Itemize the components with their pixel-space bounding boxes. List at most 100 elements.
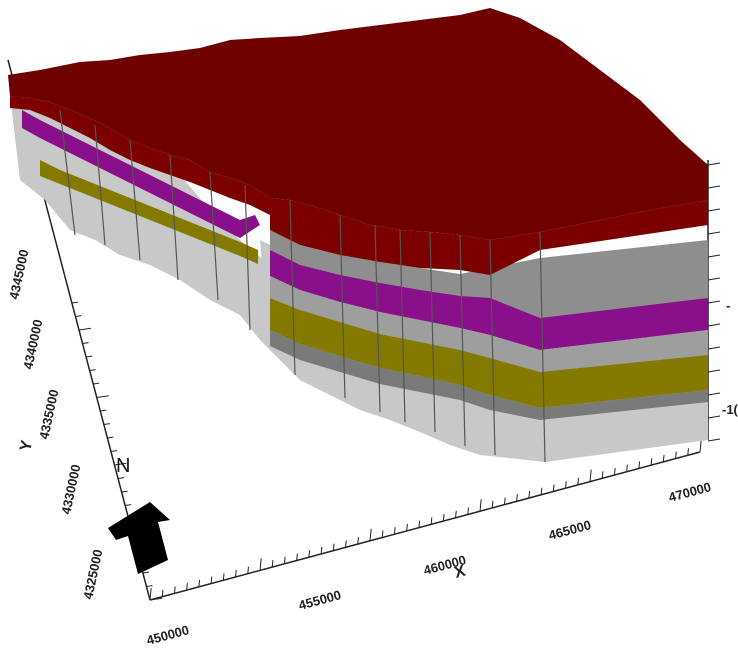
x-tick (491, 500, 494, 508)
fault-line (459, 234, 466, 447)
x-tick (589, 469, 592, 482)
x-tick (406, 523, 408, 531)
fault-line (489, 239, 496, 456)
z-tick (707, 185, 721, 189)
z-tick (707, 300, 721, 304)
top-layer-west-front (10, 96, 270, 215)
y-tick (117, 477, 125, 479)
y-tick (71, 301, 78, 304)
x-tick (699, 439, 702, 453)
x-tick-label: 450000 (145, 622, 191, 648)
fault-line (94, 124, 106, 246)
south-face-magenta (270, 250, 708, 350)
z-tick (707, 277, 721, 281)
z-tick (707, 346, 721, 350)
south-face-olive (270, 298, 708, 408)
y-tick-label: 4345000 (6, 248, 31, 301)
x-tick-label: 455000 (297, 587, 343, 613)
y-tick (146, 585, 153, 587)
fault-line (59, 109, 76, 236)
x-tick (540, 487, 543, 495)
x-tick (662, 454, 665, 462)
y-tick (86, 355, 93, 358)
x-tick (650, 458, 653, 466)
south-face-mid-gray (270, 276, 708, 372)
x-tick (173, 586, 176, 594)
z-tick (707, 208, 721, 212)
fault-line (339, 214, 346, 399)
z-tick-label: - (726, 298, 730, 313)
fault-line (539, 231, 546, 463)
west-face-magenta-band (22, 110, 260, 238)
fault-line (209, 171, 219, 301)
x-tick (467, 507, 469, 515)
x-tick (320, 546, 323, 555)
x-tick (577, 477, 579, 485)
x-tick (161, 589, 164, 597)
x-tick (345, 540, 347, 548)
y-tick (89, 369, 96, 371)
y-tick (93, 382, 100, 385)
fault-line (289, 199, 296, 376)
fault-lines (59, 109, 546, 463)
x-axis-label: X (453, 563, 468, 582)
x-tick (308, 550, 311, 558)
x-tick (369, 528, 372, 541)
fault-line (129, 139, 141, 261)
west-face-olive-band (40, 160, 258, 264)
x-tick (235, 569, 237, 578)
x-tick-label: 470000 (667, 479, 713, 505)
y-tick-label: 4335000 (36, 388, 61, 441)
y-tick (114, 462, 127, 466)
z-tick (707, 231, 721, 235)
y-tick-label: 4330000 (58, 463, 83, 516)
z-axis-ticks: - -1( (707, 162, 738, 442)
top-surface (8, 8, 708, 240)
fault-line (169, 154, 179, 281)
fault-line (429, 231, 436, 433)
x-axis-line (149, 451, 701, 601)
north-label: N (116, 455, 130, 477)
x-tick (601, 471, 604, 479)
z-tick (707, 438, 721, 442)
x-tick-label: 465000 (547, 517, 593, 543)
north-arrow: N (108, 455, 170, 574)
z-tick (707, 323, 721, 327)
x-tick (357, 537, 359, 545)
x-tick (222, 573, 225, 581)
y-tick (82, 342, 89, 344)
fault-line (244, 184, 251, 331)
x-tick (455, 510, 457, 518)
z-tick (707, 254, 721, 258)
x-tick (247, 566, 249, 574)
x-tick (613, 467, 616, 476)
fault-line (399, 229, 406, 423)
x-tick (149, 587, 152, 601)
x-tick (210, 576, 213, 584)
top-layer-front (270, 198, 708, 275)
y-tick (103, 423, 110, 425)
z-tick (707, 369, 721, 373)
y-axis-label: Y (17, 439, 36, 453)
y-tick (142, 571, 149, 574)
y-tick (110, 450, 118, 452)
x-tick (271, 560, 274, 568)
y-tick (78, 327, 92, 331)
y-tick (121, 490, 128, 493)
y-tick-label: 4340000 (20, 318, 45, 371)
z-tick (707, 415, 721, 419)
fault-line (374, 224, 381, 413)
y-tick (100, 409, 107, 412)
x-tick (479, 499, 482, 512)
y-tick (96, 395, 109, 398)
block-body (8, 8, 708, 463)
x-tick (393, 527, 396, 535)
x-tick (552, 484, 555, 492)
south-face-dark-gray (270, 330, 708, 420)
y-tick-label: 4325000 (80, 548, 105, 601)
x-tick (638, 461, 641, 469)
x-tick (430, 517, 433, 525)
y-tick (149, 597, 163, 601)
z-tick (707, 162, 721, 166)
